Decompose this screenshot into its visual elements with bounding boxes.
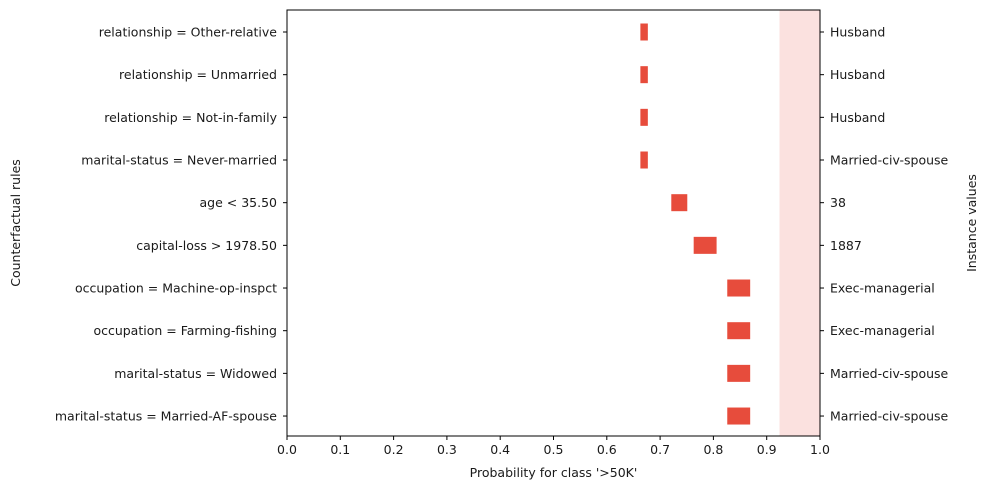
instance-value-label: 38 [830,195,846,210]
instance-value-label: Exec-managerial [830,323,935,338]
rule-bar [640,23,648,41]
x-tick-label: 0.9 [757,442,777,457]
rule-label: age < 35.50 [200,195,278,210]
rule-bar [671,194,688,212]
x-tick-label: 1.0 [810,442,830,457]
instance-value-label: Husband [830,110,885,125]
rule-bar [727,322,751,340]
x-tick-label: 0.7 [650,442,670,457]
x-tick-label: 0.8 [703,442,723,457]
rule-bar [640,66,648,84]
rule-label: marital-status = Never-married [81,153,277,168]
rule-bar [727,407,751,425]
x-tick-label: 0.5 [544,442,564,457]
instance-value-label: Married-civ-spouse [830,409,949,424]
x-tick-label: 0.1 [330,442,350,457]
x-tick-label: 0.2 [384,442,404,457]
instance-value-label: Married-civ-spouse [830,153,949,168]
instance-value-label: Married-civ-spouse [830,366,949,381]
instance-value-label: Husband [830,67,885,82]
rule-label: marital-status = Married-AF-spouse [55,409,277,424]
rule-label: capital-loss > 1978.50 [136,238,277,253]
y-axis-label: Counterfactual rules [8,159,23,287]
x-tick-label: 0.4 [490,442,510,457]
instance-value-label: Husband [830,25,885,40]
instance-value-label: Exec-managerial [830,281,935,296]
right-axis-label: Instance values [964,174,979,272]
highlight-band [779,10,820,436]
rule-bar [693,236,717,254]
rule-label: occupation = Machine-op-inspct [75,281,277,296]
rule-bar [727,364,751,382]
x-tick-label: 0.0 [277,442,297,457]
x-axis-label: Probability for class '>50K' [470,465,638,480]
x-tick-label: 0.6 [597,442,617,457]
rule-bar [640,108,648,126]
rule-label: marital-status = Widowed [114,366,277,381]
rule-label: relationship = Other-relative [99,25,278,40]
rule-label: relationship = Unmarried [119,67,277,82]
rule-bar [727,279,751,297]
x-tick-label: 0.3 [437,442,457,457]
instance-value-label: 1887 [830,238,862,253]
rule-label: relationship = Not-in-family [104,110,277,125]
rule-label: occupation = Farming-fishing [93,323,277,338]
rule-bar [640,151,648,169]
